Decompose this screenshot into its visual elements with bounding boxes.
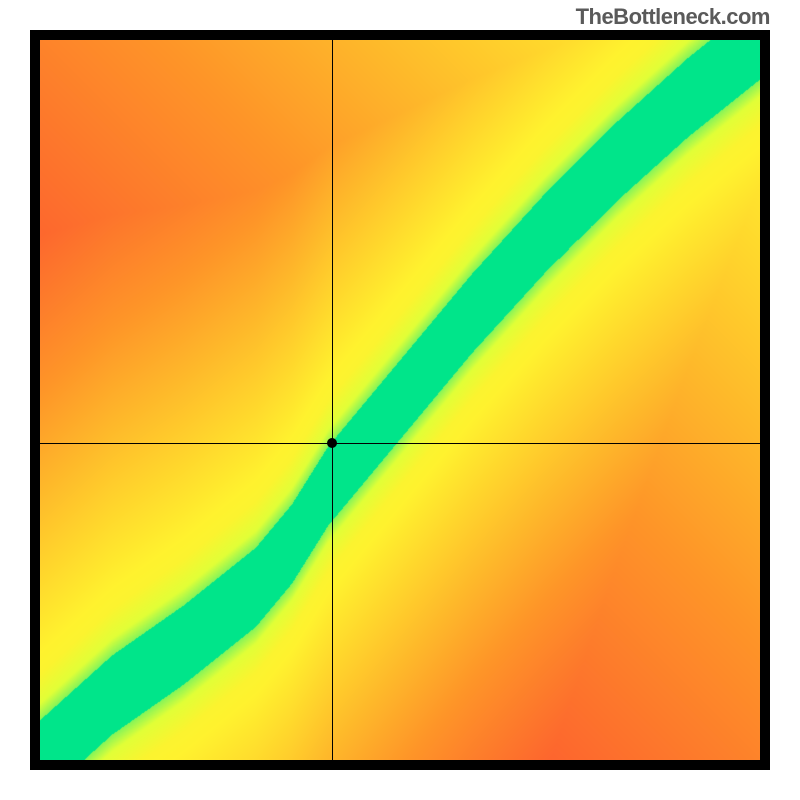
crosshair-marker — [327, 438, 337, 448]
plot-frame — [30, 30, 770, 770]
root-container: TheBottleneck.com — [0, 0, 800, 800]
heatmap-canvas — [40, 40, 760, 760]
crosshair-horizontal — [40, 443, 760, 444]
watermark-text: TheBottleneck.com — [576, 4, 770, 30]
crosshair-vertical — [332, 40, 333, 760]
